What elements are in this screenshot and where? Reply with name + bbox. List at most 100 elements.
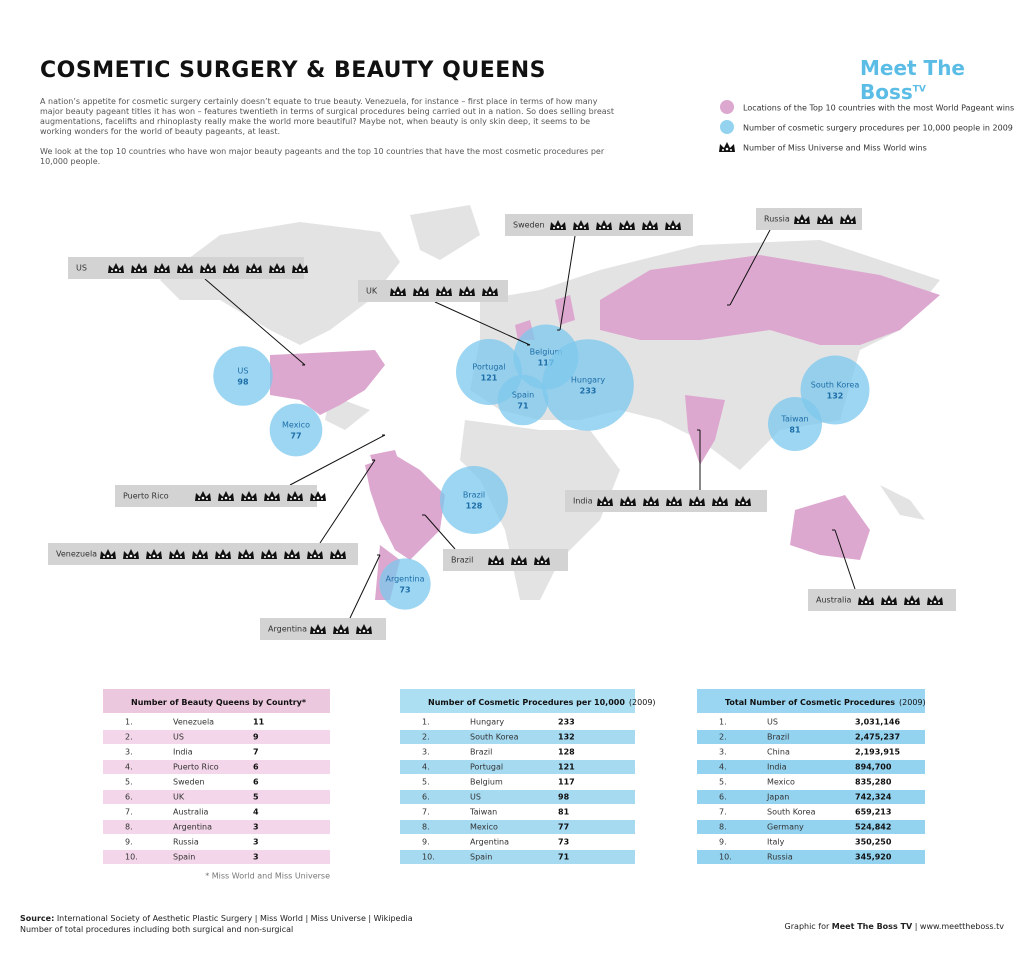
pointer-line <box>434 301 531 346</box>
country: Hungary <box>470 718 504 727</box>
bubble-label: Belgium <box>530 348 563 357</box>
callouts: US Sweden Russia UK Puerto Rico Venezuela Indi… <box>48 208 956 640</box>
value: 81 <box>558 808 570 817</box>
country: India <box>767 763 787 772</box>
country: Taiwan <box>469 808 497 817</box>
rank: 8. <box>719 823 727 832</box>
pointer-line <box>834 529 856 590</box>
table-row-shade <box>697 850 925 864</box>
table-row-shade <box>697 790 925 804</box>
table-title: Number of Beauty Queens by Country* <box>131 698 307 707</box>
callout-label: US <box>76 264 87 273</box>
country: Argentina <box>470 838 509 847</box>
bubble-label: Spain <box>512 391 534 400</box>
source-label: Source: <box>20 914 55 923</box>
bubble <box>440 466 508 534</box>
value: 71 <box>558 853 570 862</box>
callout-box <box>115 485 317 507</box>
rank: 1. <box>125 718 133 727</box>
bubble-label: US <box>238 367 249 376</box>
credit-prefix: Graphic for <box>784 922 830 931</box>
intro: A nation’s appetite for cosmetic surgery… <box>40 97 614 136</box>
rank: 9. <box>719 838 727 847</box>
rank: 6. <box>422 793 430 802</box>
rank: 4. <box>125 763 133 772</box>
country: Argentina <box>173 823 212 832</box>
callout-label: UK <box>366 287 378 296</box>
rank: 8. <box>125 823 133 832</box>
table-title: Total Number of Cosmetic Procedures (2009… <box>725 698 926 707</box>
value: 77 <box>558 823 569 832</box>
bubble-value: 132 <box>827 392 844 401</box>
callout-label: Australia <box>816 596 851 605</box>
country: Italy <box>767 838 785 847</box>
source-note: Number of total procedures including bot… <box>20 925 294 934</box>
logo-suffix: TV <box>912 84 926 95</box>
bubble-value: 121 <box>481 374 498 383</box>
value: 3,031,146 <box>855 718 900 727</box>
pointer-line <box>424 514 456 550</box>
rank: 1. <box>719 718 727 727</box>
value: 3 <box>253 838 259 847</box>
callout-box <box>48 543 358 565</box>
value: 11 <box>253 718 265 727</box>
bubble <box>542 339 634 431</box>
country: UK <box>173 793 185 802</box>
pointer-line <box>349 554 381 619</box>
bubble <box>768 397 822 451</box>
country: Belgium <box>470 778 503 787</box>
table-header <box>400 689 635 713</box>
table-row-shade <box>400 760 635 774</box>
footer-credit: Graphic for Meet The Boss TV | www.meett… <box>785 921 1004 932</box>
country: Venezuela <box>173 718 214 727</box>
value: 9 <box>253 733 259 742</box>
bubble-value: 81 <box>789 426 801 435</box>
table-row-shade <box>103 730 330 744</box>
rank: 2. <box>125 733 133 742</box>
bubble <box>269 403 323 457</box>
callout-box <box>565 490 767 512</box>
table-row-shade <box>103 820 330 834</box>
title-text: Number of Cosmetic Procedures per 10,000 <box>428 698 625 707</box>
bubble-label: Mexico <box>282 421 310 430</box>
rank: 7. <box>125 808 133 817</box>
rank: 10. <box>125 853 138 862</box>
highlighted-countries <box>270 255 940 600</box>
title-text: Total Number of Cosmetic Procedures <box>725 698 895 707</box>
bubble <box>213 346 273 406</box>
rank: 7. <box>719 808 727 817</box>
bubble-value: 77 <box>290 432 301 441</box>
rank: 1. <box>422 718 430 727</box>
rank: 5. <box>422 778 430 787</box>
value: 128 <box>558 748 575 757</box>
table-note: * Miss World and Miss Universe <box>205 872 330 881</box>
value: 3 <box>253 823 259 832</box>
rank: 4. <box>422 763 430 772</box>
rank: 7. <box>422 808 430 817</box>
logo-name: Meet The Boss <box>860 56 965 104</box>
value: 233 <box>558 718 575 727</box>
table-row-shade <box>400 820 635 834</box>
header: COSMETIC SURGERY & BEAUTY QUEENS <box>40 58 546 83</box>
table-row-shade <box>103 850 330 864</box>
value: 742,324 <box>855 793 892 802</box>
bubble-label: Portugal <box>472 363 505 372</box>
logo: Meet The BossTV <box>860 56 1024 104</box>
table-row-shade <box>103 760 330 774</box>
title-text: Number of Beauty Queens by Country* <box>131 698 307 707</box>
country: Spain <box>173 853 195 862</box>
rank: 2. <box>719 733 727 742</box>
country: Puerto Rico <box>173 763 219 772</box>
country: US <box>767 718 778 727</box>
rank: 5. <box>125 778 133 787</box>
bubble-value: 71 <box>517 402 529 411</box>
table-title: Number of Cosmetic Procedures per 10,000… <box>428 698 656 707</box>
country: Portugal <box>470 763 503 772</box>
value: 2,475,237 <box>855 733 900 742</box>
legend-label: Locations of the Top 10 countries with t… <box>743 104 1014 113</box>
value: 6 <box>253 778 259 787</box>
callout-label: Russia <box>764 215 790 224</box>
bubble-value: 128 <box>466 502 483 511</box>
callout-label: Venezuela <box>56 550 97 559</box>
